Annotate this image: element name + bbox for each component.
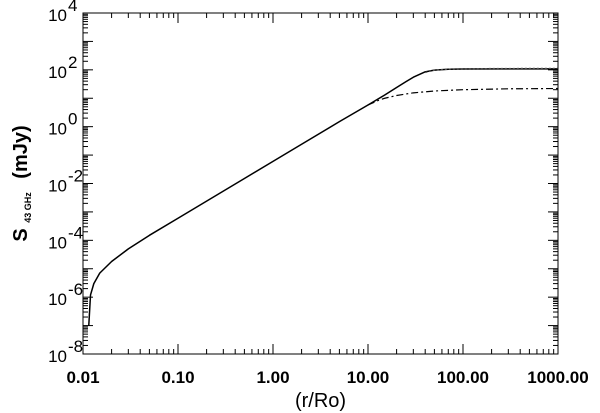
y-tick-label-base: 10 — [48, 6, 67, 25]
x-tick-label: 10.00 — [347, 368, 390, 387]
y-axis-title: S 43 GHz (mJy) — [10, 125, 36, 241]
y-tick-label: 10 — [48, 347, 67, 366]
y-tick-label-base: 10 — [48, 120, 67, 139]
y-tick-label: 10 — [48, 6, 67, 25]
x-tick-label: 0.10 — [161, 368, 194, 387]
x-tick-label: 1.00 — [256, 368, 289, 387]
y-tick-label-exponent: -4 — [68, 223, 83, 242]
y-tick-label-exponent: 2 — [68, 53, 77, 72]
series-line — [88, 68, 558, 326]
x-tick-label: 1000.00 — [527, 368, 588, 387]
y-tick-label-exponent: 0 — [68, 110, 77, 129]
y-tick-label-exponent: -2 — [68, 167, 83, 186]
y-axis-title-main: S — [10, 228, 32, 241]
labels-layer: 0.01 0.10 1.00 10.00 100.00 1000.0010-810-610… — [48, 0, 589, 387]
series-line — [367, 87, 559, 106]
y-tick-label-exponent: 4 — [68, 0, 77, 15]
y-tick-label: 10 — [48, 63, 67, 82]
series-layer — [88, 67, 559, 326]
y-tick-label-base: 10 — [48, 177, 67, 196]
y-tick-label-base: 10 — [48, 63, 67, 82]
y-tick-label: 10 — [48, 290, 67, 309]
y-tick-label-base: 10 — [48, 347, 67, 366]
y-tick-label-exponent: -6 — [68, 280, 83, 299]
x-tick-label: 0.01 — [66, 368, 99, 387]
x-tick-label: 100.00 — [437, 368, 489, 387]
y-axis-title-subscript: 43 GHz — [23, 192, 33, 223]
y-tick-label: 10 — [48, 177, 67, 196]
y-tick-label-exponent: -8 — [68, 337, 83, 356]
y-tick-label: 10 — [48, 120, 67, 139]
y-tick-label-base: 10 — [48, 233, 67, 252]
y-axis-title-unit: (mJy) — [10, 125, 32, 178]
y-tick-label: 10 — [48, 233, 67, 252]
x-axis-title: (r/Ro) — [295, 390, 346, 412]
plot-frame — [82, 12, 559, 355]
y-tick-label-base: 10 — [48, 290, 67, 309]
ticks-layer — [82, 13, 558, 355]
